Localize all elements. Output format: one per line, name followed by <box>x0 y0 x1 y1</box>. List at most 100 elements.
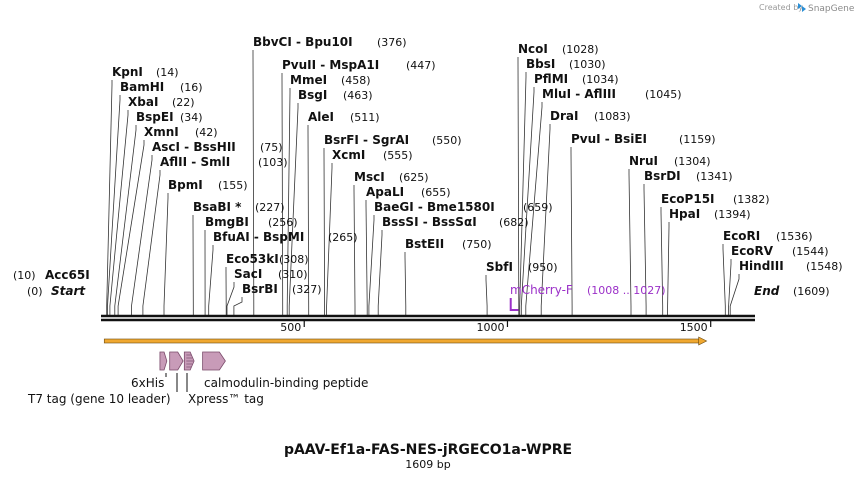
plasmid-length: 1609 bp <box>405 458 450 471</box>
site-leader-pvui-bsiei <box>570 147 573 315</box>
site-pos-bmgbi: (256) <box>268 216 298 229</box>
site-name-bspei: BspEI <box>136 110 174 124</box>
site-name-ecori: EcoRI <box>723 229 760 243</box>
site-leader-bamhi <box>107 95 121 315</box>
site-leader-baegi-bme1580i <box>368 215 375 315</box>
site-name-bpmi: BpmI <box>168 178 203 192</box>
site-leader-mmei <box>286 88 291 315</box>
site-leader-bsssi-bsss-i <box>377 230 383 315</box>
site-leader-bfuai-bspmi <box>208 245 214 315</box>
site-pos-kpni: (14) <box>156 66 179 79</box>
site-leader-xcmi <box>326 163 333 315</box>
site-leader-bsrfi-sgrai <box>323 148 325 315</box>
credit-text: Created by <box>759 3 803 12</box>
site-name-bsabi: BsaBI * <box>193 200 242 214</box>
site-name-bbsi: BbsI <box>526 57 555 71</box>
site-leader-pvuii-mspa1i <box>281 73 284 315</box>
site-pos-eco53ki: (308) <box>279 253 309 266</box>
start-labels: (10) Acc65I (0) Start <box>13 268 90 298</box>
site-name-kpni: KpnI <box>112 65 143 79</box>
site-pos-xcmi: (555) <box>383 149 413 162</box>
site-leader-mlui-afliii <box>525 102 543 315</box>
site-leader-pflmi <box>520 87 535 315</box>
site-name-nrui: NruI <box>629 154 658 168</box>
site-name-bsrbi: BsrBI <box>242 282 278 296</box>
site-leader-drai <box>540 124 551 315</box>
site-pos-saci: (310) <box>278 268 308 281</box>
feature-label-6xhis: 6xHis <box>131 376 164 390</box>
site-pos-bspei: (34) <box>180 111 203 124</box>
end-pos: (1609) <box>793 285 830 298</box>
site-leader-hpai <box>667 222 670 315</box>
site-leader-bpmi <box>163 193 169 315</box>
site-leader-bsrbi <box>233 297 243 315</box>
site-leader-bsteii <box>404 252 407 315</box>
site-leader-xmni <box>117 140 145 315</box>
site-name-bsgi: BsgI <box>298 88 327 102</box>
site-pos-ecorv: (1544) <box>792 245 829 258</box>
site-leader-aflii-smli <box>142 170 161 315</box>
site-pos-hindiii: (1548) <box>806 260 843 273</box>
end-pos-acc65i: (10) <box>13 269 36 282</box>
brand-text: SnapGene <box>808 4 855 14</box>
sequence-backbone <box>101 314 755 322</box>
site-pos-bsrfi-sgrai: (550) <box>432 134 462 147</box>
site-pos-hpai: (1394) <box>714 208 751 221</box>
orf-shaft <box>103 338 701 344</box>
site-name-xmni: XmnI <box>144 125 179 139</box>
site-name-xcmi: XcmI <box>332 148 365 162</box>
site-leader-ecori <box>722 244 726 315</box>
site-leader-lines <box>106 50 740 315</box>
site-name-bbvci-bpu10i: BbvCI - Bpu10I <box>253 35 353 49</box>
site-pos-bsteii: (750) <box>462 238 492 251</box>
site-leader-bbsi <box>519 72 527 315</box>
site-name-bsssi-bsss-i: BssSI - BssSαI <box>382 215 477 229</box>
site-pos-bsrbi: (327) <box>292 283 322 296</box>
site-name-ncoi: NcoI <box>518 42 548 56</box>
feature-labels: 6xHis T7 tag (gene 10 leader) Xpress™ ta… <box>27 373 368 406</box>
feature-label-t7-tag: T7 tag (gene 10 leader) <box>27 392 171 406</box>
site-pos-asci-bsshii: (75) <box>260 141 283 154</box>
end-name: End <box>754 284 780 298</box>
site-pos-xbai: (22) <box>172 96 195 109</box>
site-leader-asci-bsshii <box>131 155 153 315</box>
site-leader-alei <box>307 125 310 315</box>
site-pos-bfuai-bspmi: (265) <box>328 231 358 244</box>
site-name-mmei: MmeI <box>290 73 327 87</box>
site-leader-ecorv <box>728 259 732 315</box>
feature-arrow-t7-tag-gene-10-leader <box>169 351 184 371</box>
site-pos-bamhi: (16) <box>180 81 203 94</box>
site-name-eco53ki: Eco53kI <box>226 252 279 266</box>
primer-mcherry-f: mCherry-F (1008 .. 1027) <box>509 283 666 311</box>
site-pos-sbfi: (950) <box>528 261 558 274</box>
feature-arrow-calmodulin-binding-peptide <box>202 351 226 371</box>
site-name-ecop15i: EcoP15I <box>661 192 715 206</box>
site-name-baegi-bme1580i: BaeGI - Bme1580I <box>374 200 495 214</box>
site-pos-ecop15i: (1382) <box>733 193 770 206</box>
site-name-asci-bsshii: AscI - BssHII <box>152 140 236 154</box>
site-pos-apali: (655) <box>421 186 451 199</box>
site-pos-bsabi: (227) <box>255 201 285 214</box>
feature-hatch-xpress-tag <box>186 354 194 368</box>
feature-arrows <box>159 351 226 371</box>
primer-range: (1008 .. 1027) <box>587 284 666 297</box>
ruler-ticks: 500 1000 1500 <box>280 320 712 334</box>
site-pos-pvuii-mspa1i: (447) <box>406 59 436 72</box>
site-name-pvui-bsiei: PvuI - BsiEI <box>571 132 647 146</box>
site-leader-nrui <box>628 169 632 315</box>
site-pos-bsrdi: (1341) <box>696 170 733 183</box>
site-pos-bbsi: (1030) <box>569 58 606 71</box>
site-leader-bsrdi <box>643 184 647 315</box>
site-pos-alei: (511) <box>350 111 380 124</box>
site-name-bamhi: BamHI <box>120 80 164 94</box>
site-leader-kpni <box>106 80 113 315</box>
site-name-bfuai-bspmi: BfuAI - BspMI <box>213 230 304 244</box>
site-pos-aflii-smli: (103) <box>258 156 288 169</box>
site-name-saci: SacI <box>234 267 262 281</box>
site-name-hindiii: HindIII <box>739 259 784 273</box>
end-name-start: Start <box>51 284 86 298</box>
restriction-site-labels: KpnI (14)BamHI (16) XbaI (22)BspEI (34)XmnI (4… <box>112 35 843 296</box>
site-leader-ecop15i <box>660 207 664 315</box>
site-pos-mmei: (458) <box>341 74 371 87</box>
